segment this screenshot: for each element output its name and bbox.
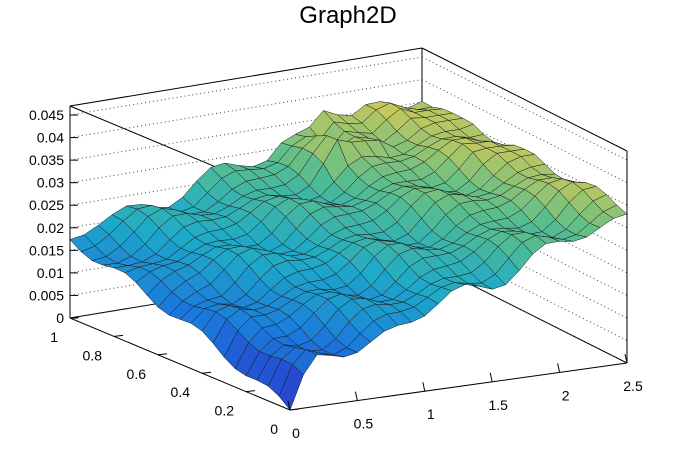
axis-ticks: 0 0.005 0.01 0.015 0.02 0.025 0.03 0.035 0.04 0.0… <box>29 107 643 441</box>
z-tick-label: 0.02 <box>37 220 64 236</box>
y-tick-mark <box>201 371 212 374</box>
y-tick-label: 0 <box>270 421 278 437</box>
z-tick-label: 0.04 <box>37 130 64 146</box>
z-tick-label: 0.035 <box>29 152 64 168</box>
y-tick-mark <box>157 353 168 356</box>
y-tick-label: 1 <box>50 329 58 345</box>
z-tick-label: 0.01 <box>37 265 64 281</box>
axes-lines <box>69 106 628 411</box>
y-tick-mark <box>245 390 256 393</box>
y-tick-label: 0.4 <box>171 384 191 400</box>
y-tick-label: 0.2 <box>215 403 235 419</box>
right-top-edge <box>421 47 628 152</box>
x-tick-label: 0 <box>292 425 300 441</box>
x-tick-mark <box>422 382 426 392</box>
x-tick-label: 2 <box>562 387 570 403</box>
x-tick-label: 0.5 <box>354 416 374 432</box>
y-tick-mark <box>69 316 80 319</box>
z-tick-label: 0.005 <box>29 287 64 303</box>
y-axis-line <box>69 317 291 411</box>
y-tick-label: 0.8 <box>83 347 103 363</box>
x-tick-label: 1.5 <box>488 397 508 413</box>
y-tick-mark <box>113 334 124 337</box>
surface-mesh <box>69 101 628 411</box>
x-tick-mark <box>557 363 561 373</box>
x-tick-mark <box>624 353 628 364</box>
x-axis-line <box>289 362 628 411</box>
x-tick-label: 1 <box>427 406 435 422</box>
x-tick-mark <box>287 400 291 411</box>
y-tick-label: 0.6 <box>127 366 147 382</box>
x-tick-label: 2.5 <box>623 378 643 394</box>
surface-cell <box>278 364 304 411</box>
back-top-edge <box>69 47 423 107</box>
z-tick-label: 0.015 <box>29 242 64 258</box>
z-tick-label: 0.025 <box>29 197 64 213</box>
chart-title: Graph2D <box>299 2 397 29</box>
z-tick-label: 0 <box>56 310 64 326</box>
z-tick-label: 0.03 <box>37 175 64 191</box>
x-tick-mark <box>489 372 493 382</box>
x-tick-mark <box>354 391 358 401</box>
y-tick-mark <box>289 408 300 411</box>
z-tick-label: 0.045 <box>29 107 64 123</box>
